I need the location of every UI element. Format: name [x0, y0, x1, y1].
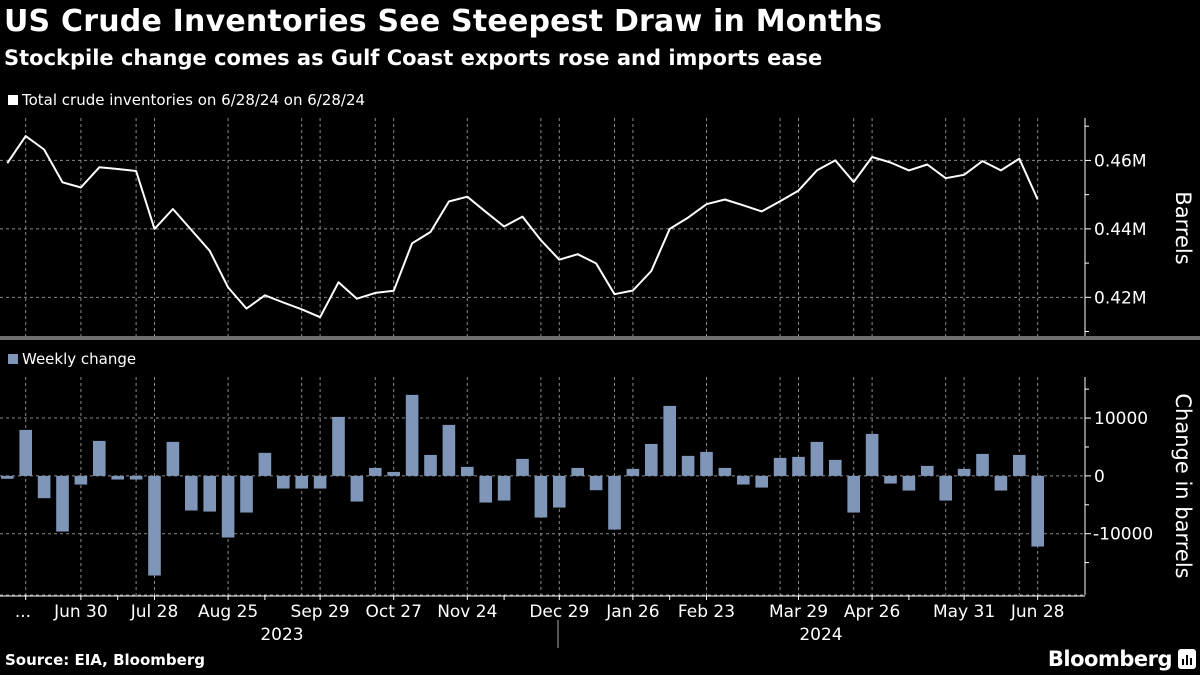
- legend-swatch-line: [8, 95, 18, 105]
- x-tick-label: Mar 29: [769, 602, 828, 622]
- weekly-change-bar: [516, 458, 529, 476]
- y-tick-label: 10000: [1094, 409, 1148, 429]
- weekly-change-bar: [829, 459, 842, 476]
- weekly-change-bar: [663, 405, 676, 476]
- logo-text: Bloomberg: [1047, 647, 1173, 671]
- weekly-change-bar: [221, 475, 235, 538]
- x-tick-label: Jan 26: [605, 602, 659, 622]
- x-tick-label: Feb 23: [678, 602, 735, 622]
- x-tick-label: Apr 26: [844, 602, 900, 622]
- weekly-change-bar: [497, 475, 511, 501]
- y-axis-label-change: Change in barrels: [1171, 393, 1195, 578]
- weekly-change-bar: [645, 443, 658, 476]
- weekly-change-bar: [148, 475, 161, 576]
- y-tick-label: 0: [1094, 467, 1105, 487]
- weekly-change-bar: [74, 475, 88, 485]
- weekly-change-bar: [957, 468, 971, 476]
- weekly-change-bar: [442, 424, 456, 476]
- x-tick-label: Sep 29: [291, 602, 350, 622]
- year-label-2024: 2024: [799, 625, 842, 645]
- chart-subtitle: Stockpile change comes as Gulf Coast exp…: [4, 46, 823, 70]
- source-note: Source: EIA, Bloomberg: [5, 651, 205, 669]
- weekly-change-bar: [810, 441, 824, 476]
- weekly-change-bar: [718, 467, 732, 476]
- weekly-change-bar: [203, 475, 216, 512]
- panel-separator: [0, 336, 1200, 340]
- weekly-change-bar: [792, 456, 805, 476]
- legend-weekly-change: Weekly change: [8, 350, 136, 368]
- weekly-change-bar: [350, 475, 364, 502]
- weekly-change-bar: [1013, 454, 1026, 476]
- weekly-change-bar: [93, 440, 106, 476]
- weekly-change-bar: [902, 475, 916, 491]
- x-tick-label: Nov 24: [437, 602, 497, 622]
- legend-swatch-bar: [8, 354, 18, 364]
- year-label-2023: 2023: [260, 625, 303, 645]
- weekly-change-bar: [369, 467, 382, 476]
- x-tick-label: Jul 28: [130, 602, 179, 622]
- legend-label-weekly-change: Weekly change: [22, 350, 137, 368]
- weekly-change-bar: [387, 471, 400, 476]
- weekly-change-bar: [295, 475, 308, 489]
- weekly-change-bar: [976, 453, 989, 476]
- weekly-change-bar: [737, 475, 750, 485]
- weekly-change-bar: [1, 475, 14, 479]
- weekly-change-bar: [424, 454, 437, 476]
- weekly-change-bar: [939, 475, 952, 501]
- weekly-change-bar: [111, 475, 124, 480]
- weekly-change-bar: [884, 475, 897, 484]
- weekly-change-bar: [626, 468, 640, 476]
- inventory-line: [6, 135, 1039, 319]
- bloomberg-logo: Bloomberg: [1048, 647, 1196, 671]
- weekly-change-bar: [1031, 475, 1044, 547]
- weekly-change-bar: [681, 455, 695, 476]
- weekly-change-bar: [405, 394, 419, 476]
- weekly-change-bar: [185, 475, 198, 511]
- bloomberg-chart-icon: [1178, 649, 1196, 669]
- legend-inventories: Total crude inventories on 6/28/24 on 6/…: [8, 91, 365, 109]
- weekly-change-bar: [755, 475, 768, 488]
- weekly-change-bar: [994, 475, 1008, 491]
- x-tick-label: Aug 25: [198, 602, 258, 622]
- weekly-change-bar: [461, 466, 474, 476]
- x-tick-label: Jun 28: [1010, 602, 1065, 622]
- weekly-change-bar: [589, 475, 603, 491]
- weekly-change-bar: [56, 475, 69, 532]
- y-tick-label: -10000: [1093, 525, 1153, 545]
- weekly-change-bar: [847, 475, 860, 513]
- y-tick-label: 0.42M: [1094, 288, 1147, 308]
- y-tick-label: 0.46M: [1094, 151, 1147, 171]
- weekly-change-bar: [921, 465, 934, 476]
- x-tick-label: Jun 30: [53, 602, 108, 622]
- weekly-change-bar: [571, 467, 584, 476]
- weekly-change-bar: [240, 475, 253, 513]
- weekly-change-bar: [313, 475, 327, 489]
- weekly-change-bar: [773, 457, 787, 476]
- x-tick-label: Oct 27: [365, 602, 421, 622]
- weekly-change-bar: [534, 475, 548, 518]
- weekly-change-bar: [258, 452, 272, 476]
- legend-label-inventories: Total crude inventories on 6/28/24 on 6/…: [22, 91, 366, 109]
- weekly-change-bar: [865, 433, 879, 476]
- weekly-change-bar: [479, 475, 492, 503]
- weekly-change-bar: [700, 451, 713, 476]
- weekly-change-bar: [277, 475, 290, 489]
- weekly-change-bar: [332, 416, 345, 476]
- x-tick-label: ...: [15, 602, 31, 622]
- weekly-change-bar: [37, 475, 51, 499]
- y-tick-label: 0.44M: [1094, 220, 1147, 240]
- x-tick-label: May 31: [933, 602, 995, 622]
- y-axis-label-barrels: Barrels: [1171, 191, 1195, 264]
- chart-title: US Crude Inventories See Steepest Draw i…: [4, 4, 883, 39]
- x-tick-label: Dec 29: [529, 602, 589, 622]
- weekly-change-bar: [19, 429, 32, 476]
- weekly-change-bar: [553, 475, 566, 508]
- weekly-change-bar: [608, 475, 621, 530]
- weekly-change-bar: [166, 441, 180, 476]
- weekly-change-bar: [129, 475, 143, 480]
